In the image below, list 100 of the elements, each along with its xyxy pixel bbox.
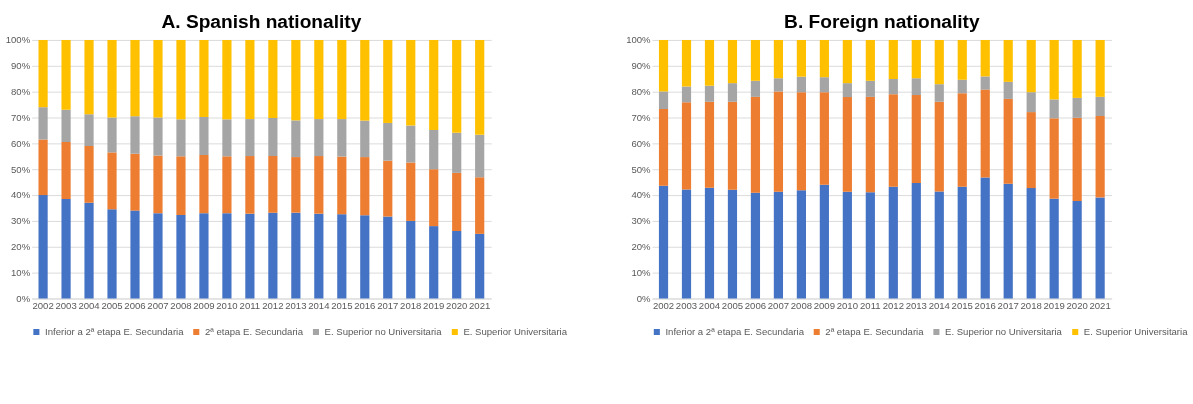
- bar: [153, 117, 163, 156]
- bar: [957, 186, 967, 299]
- bar: [153, 39, 163, 118]
- bar: [658, 39, 669, 92]
- x-tick-label: 2014: [308, 299, 331, 311]
- x-tick-label: 2019: [1043, 299, 1065, 311]
- bar: [796, 39, 806, 77]
- bar: [1026, 92, 1036, 113]
- y-tick-label: 60%: [631, 137, 652, 149]
- bar: [865, 39, 875, 81]
- bar: [314, 119, 324, 157]
- bar: [107, 209, 117, 299]
- bar: [865, 96, 875, 193]
- bar: [934, 84, 944, 102]
- bar: [268, 156, 278, 213]
- bar: [429, 226, 439, 299]
- bar: [842, 39, 852, 84]
- y-tick-label: 50%: [631, 163, 652, 175]
- bar: [360, 157, 370, 216]
- bar: [796, 190, 806, 299]
- bar: [176, 156, 186, 215]
- bar: [704, 187, 715, 299]
- x-tick-label: 2006: [124, 299, 146, 311]
- x-tick-label: 2014: [928, 299, 951, 311]
- x-tick-label: 2005: [721, 299, 744, 311]
- x-tick-label: 2007: [767, 299, 790, 311]
- bar: [268, 39, 278, 119]
- y-tick-label: 80%: [631, 86, 652, 98]
- bar: [888, 94, 898, 187]
- bar: [199, 117, 209, 156]
- bar: [38, 39, 48, 108]
- bar: [360, 120, 370, 158]
- x-tick-label: 2021: [1089, 299, 1111, 311]
- bar: [980, 89, 990, 178]
- bar: [1003, 39, 1013, 82]
- bar: [38, 107, 48, 140]
- bar: [475, 177, 485, 234]
- y-tick-label: 0%: [636, 292, 652, 304]
- bar: [888, 186, 898, 299]
- bar: [681, 102, 692, 190]
- x-tick-label: 2002: [652, 299, 675, 311]
- bar: [245, 39, 255, 120]
- bar: [1026, 188, 1036, 299]
- bar: [337, 156, 347, 215]
- bar: [1095, 96, 1105, 116]
- x-tick-label: 2018: [1020, 299, 1042, 311]
- x-tick-label: 2011: [239, 299, 261, 311]
- bar: [222, 213, 232, 299]
- bar: [153, 155, 163, 214]
- bar: [842, 191, 852, 299]
- bar: [199, 39, 209, 118]
- bar: [980, 39, 990, 77]
- y-tick-label: 0%: [16, 292, 31, 304]
- legend-label: Inferior a 2ª etapa E. Secundaria: [45, 325, 185, 337]
- bar: [452, 132, 462, 173]
- bar: [980, 76, 990, 90]
- bar: [199, 155, 209, 214]
- y-tick-label: 30%: [11, 215, 31, 227]
- bar: [658, 91, 669, 109]
- x-tick-label: 2002: [32, 299, 54, 311]
- bar: [383, 216, 393, 299]
- bar: [291, 157, 301, 213]
- bar: [819, 39, 829, 78]
- bar: [84, 145, 94, 203]
- bar: [314, 156, 324, 214]
- bar: [61, 39, 71, 110]
- bar: [130, 153, 140, 211]
- bar: [934, 101, 944, 192]
- legend-label: E. Superior no Universitaria: [945, 325, 1063, 337]
- bar: [383, 160, 393, 217]
- x-tick-label: 2016: [354, 299, 376, 311]
- x-tick-label: 2012: [882, 299, 904, 311]
- y-tick-label: 10%: [11, 266, 31, 278]
- bar: [1003, 98, 1013, 184]
- bar: [681, 39, 692, 87]
- bar: [107, 152, 117, 210]
- bar: [452, 39, 462, 133]
- bar: [681, 189, 692, 299]
- bar: [1003, 81, 1013, 99]
- x-tick-label: 2017: [377, 299, 399, 311]
- bar: [1072, 97, 1082, 118]
- bar: [1072, 201, 1082, 299]
- x-tick-label: 2007: [147, 299, 169, 311]
- x-tick-label: 2019: [423, 299, 445, 311]
- bar: [107, 117, 117, 153]
- bar: [406, 39, 416, 126]
- bar: [727, 39, 738, 84]
- bar: [980, 177, 990, 299]
- bar: [911, 95, 921, 183]
- y-tick-label: 40%: [11, 189, 31, 201]
- x-tick-label: 2003: [55, 299, 77, 311]
- y-tick-label: 50%: [11, 163, 31, 175]
- bar: [268, 212, 278, 299]
- y-tick-label: 90%: [11, 60, 31, 72]
- bar: [819, 92, 829, 185]
- x-tick-label: 2020: [1066, 299, 1088, 311]
- legend-label: E. Superior Universitaria: [463, 325, 568, 337]
- bar: [429, 39, 439, 130]
- x-tick-label: 2021: [469, 299, 491, 311]
- bar: [291, 39, 301, 121]
